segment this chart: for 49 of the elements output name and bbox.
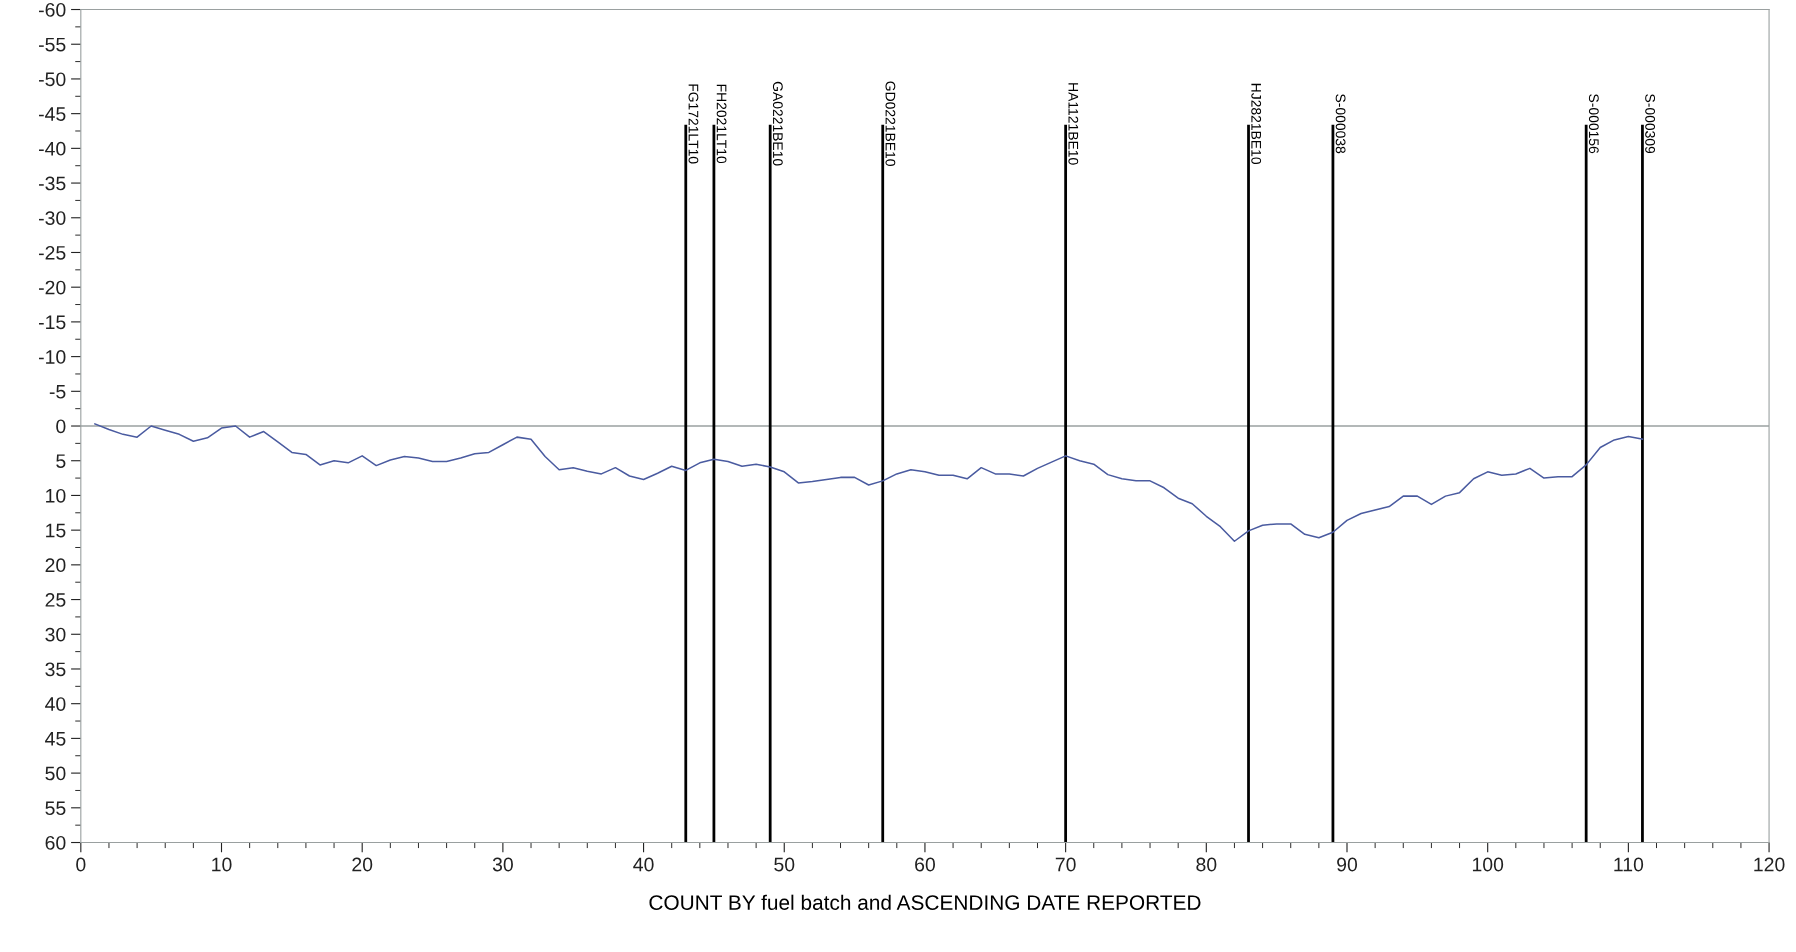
y-tick-label: 5 [56, 454, 66, 468]
y-tick-label: -5 [49, 384, 66, 399]
ref-line-label: HA1121BE10 [1068, 83, 1079, 165]
x-tick-label: 90 [1337, 857, 1358, 872]
x-tick-label: 0 [76, 857, 86, 872]
y-tick-label: 40 [45, 697, 66, 711]
x-tick-label: 80 [1196, 857, 1217, 872]
y-tick-label: 10 [46, 488, 66, 503]
y-tick-label: -15 [39, 315, 66, 330]
x-tick-label: 10 [212, 857, 232, 872]
y-tick-label: 15 [46, 523, 66, 538]
x-tick-label: 40 [633, 857, 654, 872]
ref-line-label: FH2021LT10 [716, 84, 727, 164]
x-tick-label: 110 [1614, 857, 1644, 872]
ref-line-label: HJ2821BE10 [1251, 83, 1262, 165]
ref-line-label: GA0221BE10 [772, 81, 783, 166]
x-tick-label: 120 [1754, 857, 1785, 872]
y-tick-label: -45 [39, 107, 66, 121]
y-tick-label: 35 [45, 662, 66, 677]
y-tick-label: 60 [45, 835, 66, 850]
y-tick-label: -30 [39, 211, 66, 226]
x-tick-label: 20 [352, 857, 373, 872]
x-tick-label: 100 [1472, 857, 1504, 872]
y-tick-label: 55 [45, 801, 66, 816]
ref-line-label: GD0221BE10 [885, 81, 896, 166]
y-tick-label: -10 [39, 350, 66, 364]
line-series [94, 423, 1644, 543]
y-tick-label: 45 [45, 732, 66, 746]
ref-line-label: FG1721LT10 [688, 84, 699, 164]
y-tick-label: -25 [39, 245, 66, 260]
ref-line-label: S-000038 [1335, 94, 1346, 154]
y-tick-label: 25 [45, 593, 66, 607]
y-tick-label: 30 [45, 627, 66, 642]
y-tick-label: -35 [39, 176, 66, 191]
x-tick-label: 70 [1055, 857, 1076, 872]
y-tick-label: 20 [45, 558, 66, 573]
ref-line-label: S-000156 [1588, 94, 1599, 154]
x-tick-label: 60 [915, 857, 935, 872]
ref-line-label: S-000309 [1645, 94, 1656, 154]
y-tick-label: 50 [45, 766, 66, 781]
y-tick-label: -60 [39, 2, 66, 17]
x-axis-title: COUNT BY fuel batch and ASCENDING DATE REPORTED [649, 894, 1201, 910]
y-tick-label: 0 [56, 419, 66, 434]
x-tick-label: 50 [774, 857, 795, 872]
y-tick-label: -50 [39, 72, 66, 87]
y-tick-label: -20 [39, 280, 66, 295]
y-tick-label: -40 [39, 141, 66, 156]
x-tick-label: 30 [492, 857, 513, 872]
y-tick-label: -55 [39, 37, 66, 52]
